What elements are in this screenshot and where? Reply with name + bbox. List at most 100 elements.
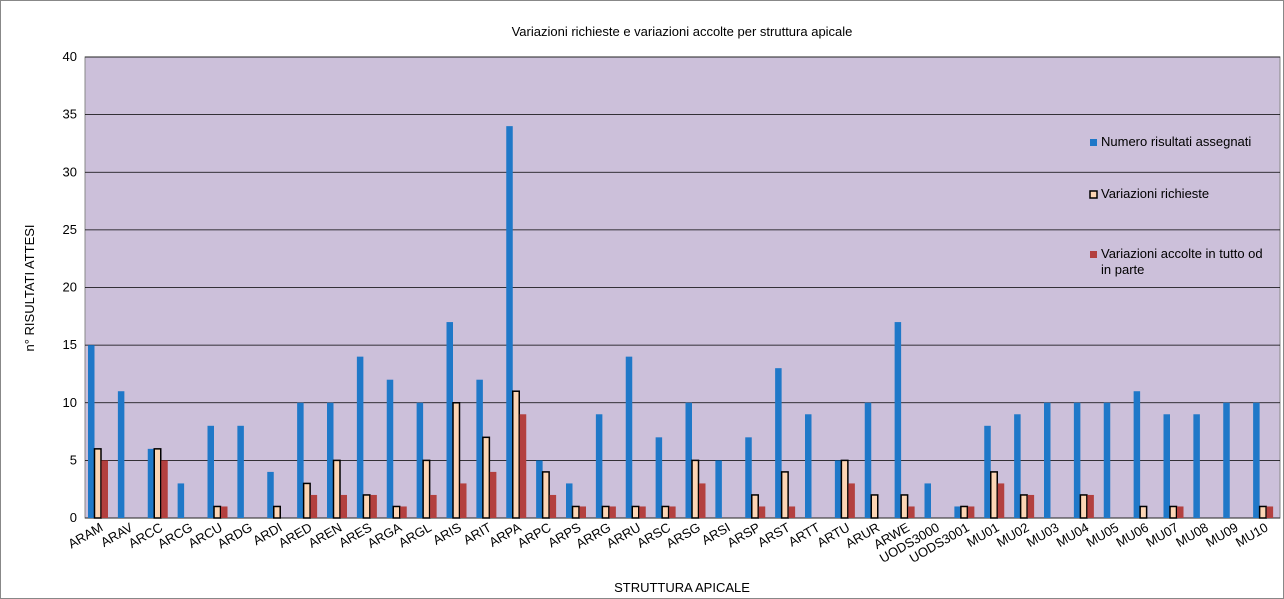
bar (805, 414, 812, 518)
bar (1258, 505, 1267, 519)
bar (1253, 402, 1260, 518)
legend-marker (1089, 190, 1098, 199)
bar (519, 414, 527, 518)
bar (213, 505, 222, 519)
bar (1103, 402, 1111, 518)
bar (147, 448, 155, 518)
bar (340, 494, 347, 518)
bar (894, 322, 902, 518)
y-tick-label: 40 (63, 49, 77, 64)
bar (625, 356, 633, 518)
bar (924, 483, 931, 518)
bar (655, 437, 663, 518)
bar (691, 459, 700, 519)
bar (960, 505, 969, 519)
bar (422, 459, 431, 519)
bar (864, 402, 872, 518)
bar (848, 483, 855, 518)
bar (1177, 506, 1184, 518)
legend-marker (1090, 139, 1097, 146)
y-axis-title: n° RISULTATI ATTESI (22, 224, 37, 351)
bar (1073, 402, 1081, 518)
bar (489, 471, 497, 518)
bar (1044, 402, 1051, 518)
bar (117, 391, 125, 518)
y-tick-label: 0 (70, 510, 77, 525)
bar (751, 494, 759, 519)
bar (536, 460, 543, 518)
y-tick-label: 35 (63, 107, 77, 122)
bar (549, 494, 557, 518)
bar (1087, 494, 1094, 518)
legend-label: Numero risultati assegnati (1101, 134, 1252, 149)
bar (446, 322, 453, 518)
bar (1163, 414, 1170, 518)
bar (460, 483, 467, 518)
legend-label: Variazioni accolte in tutto od in parte (1101, 246, 1263, 277)
bar (400, 506, 407, 518)
bar (386, 379, 394, 518)
bar (506, 126, 513, 519)
y-tick-label: 30 (63, 164, 77, 179)
bar (153, 448, 162, 519)
bar (775, 368, 782, 518)
bar (267, 471, 274, 518)
bar (661, 505, 670, 519)
bar (1139, 505, 1148, 519)
bar (669, 506, 676, 518)
bar (430, 494, 437, 518)
bar (1133, 391, 1141, 518)
bar (834, 460, 842, 518)
bar (512, 390, 520, 519)
y-tick-label: 20 (63, 280, 77, 295)
bar (1169, 505, 1178, 519)
bar (900, 494, 909, 519)
bar (1266, 506, 1274, 518)
bar (221, 506, 228, 518)
bar (631, 505, 640, 519)
bar (93, 448, 102, 519)
bar (327, 402, 334, 518)
bar (788, 506, 796, 518)
bar (476, 379, 483, 518)
bar (1193, 414, 1200, 518)
bar (870, 494, 879, 519)
bar (609, 506, 616, 518)
bar (595, 414, 603, 518)
bar (452, 402, 461, 519)
bar (161, 460, 168, 518)
y-tick-label: 5 (70, 452, 77, 467)
bar (685, 402, 692, 518)
bar (88, 345, 95, 518)
bar (997, 483, 1005, 518)
bar (984, 425, 991, 518)
bar (392, 505, 401, 519)
bar (1027, 494, 1035, 518)
bar (237, 425, 244, 518)
bar (579, 506, 586, 518)
bar (745, 437, 752, 518)
bar (639, 506, 646, 518)
bar (1079, 494, 1088, 519)
x-axis-title: STRUTTURA APICALE (614, 580, 750, 595)
bar (482, 436, 491, 519)
bar (310, 494, 318, 518)
bar (332, 459, 341, 519)
bar (273, 505, 281, 519)
bar (840, 459, 849, 519)
y-tick-label: 10 (63, 395, 77, 410)
bar (101, 460, 108, 518)
bar (362, 494, 371, 519)
bar (571, 505, 580, 519)
bar (908, 506, 915, 518)
bar (207, 425, 214, 518)
bar (416, 402, 424, 518)
bar (297, 402, 304, 518)
bar (699, 483, 706, 518)
bar (780, 471, 789, 519)
bar (1223, 402, 1230, 518)
bar (370, 494, 377, 518)
legend-marker (1090, 251, 1097, 258)
bar (1019, 494, 1028, 519)
